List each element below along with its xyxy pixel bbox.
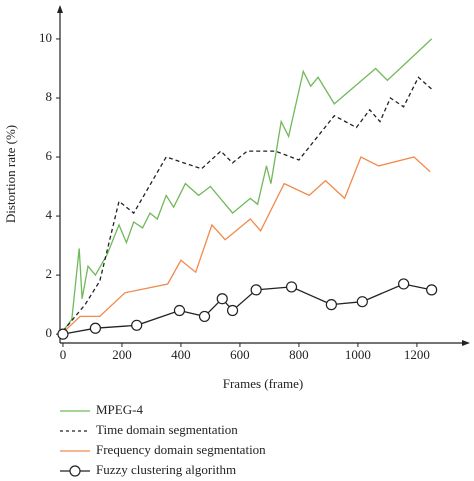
point-marker <box>216 293 228 305</box>
point-marker <box>325 299 337 311</box>
series-line <box>62 283 432 335</box>
y-tick-label: 8 <box>46 89 53 104</box>
x-tick-label: 0 <box>60 347 67 362</box>
y-tick-label: 0 <box>46 325 53 340</box>
point-marker <box>173 304 186 317</box>
x-tick-label: 200 <box>112 347 132 362</box>
x-tick-label: 600 <box>230 347 250 362</box>
point-marker <box>356 296 368 308</box>
legend-label: MPEG-4 <box>96 402 143 417</box>
y-tick-label: 2 <box>46 266 53 281</box>
y-axis-label: Distortion rate (%) <box>3 125 18 223</box>
x-axis-label: Frames (frame) <box>223 376 304 391</box>
legend-marker <box>69 465 81 477</box>
point-marker <box>398 278 410 290</box>
point-marker <box>226 304 239 317</box>
x-axis-arrow <box>462 340 470 346</box>
point-marker <box>198 310 211 323</box>
point-marker <box>285 281 298 293</box>
point-marker <box>131 319 143 331</box>
point-marker <box>89 322 101 334</box>
x-tick-label: 1200 <box>404 347 430 362</box>
series-line <box>62 76 433 332</box>
series-line <box>62 156 431 334</box>
point-marker <box>57 328 69 340</box>
point-marker <box>250 284 262 296</box>
legend-label: Frequency domain segmentation <box>96 442 266 457</box>
x-tick-label: 1000 <box>345 347 371 362</box>
y-tick-label: 6 <box>46 148 53 163</box>
y-axis-arrow <box>57 5 63 13</box>
y-tick-label: 10 <box>39 30 52 45</box>
legend-label: Fuzzy clustering algorithm <box>96 462 236 477</box>
x-tick-label: 400 <box>171 347 191 362</box>
x-tick-label: 800 <box>289 347 309 362</box>
legend-label: Time domain segmentation <box>96 422 238 437</box>
series-line <box>62 38 433 332</box>
point-marker <box>426 284 438 296</box>
y-tick-label: 4 <box>46 207 53 222</box>
